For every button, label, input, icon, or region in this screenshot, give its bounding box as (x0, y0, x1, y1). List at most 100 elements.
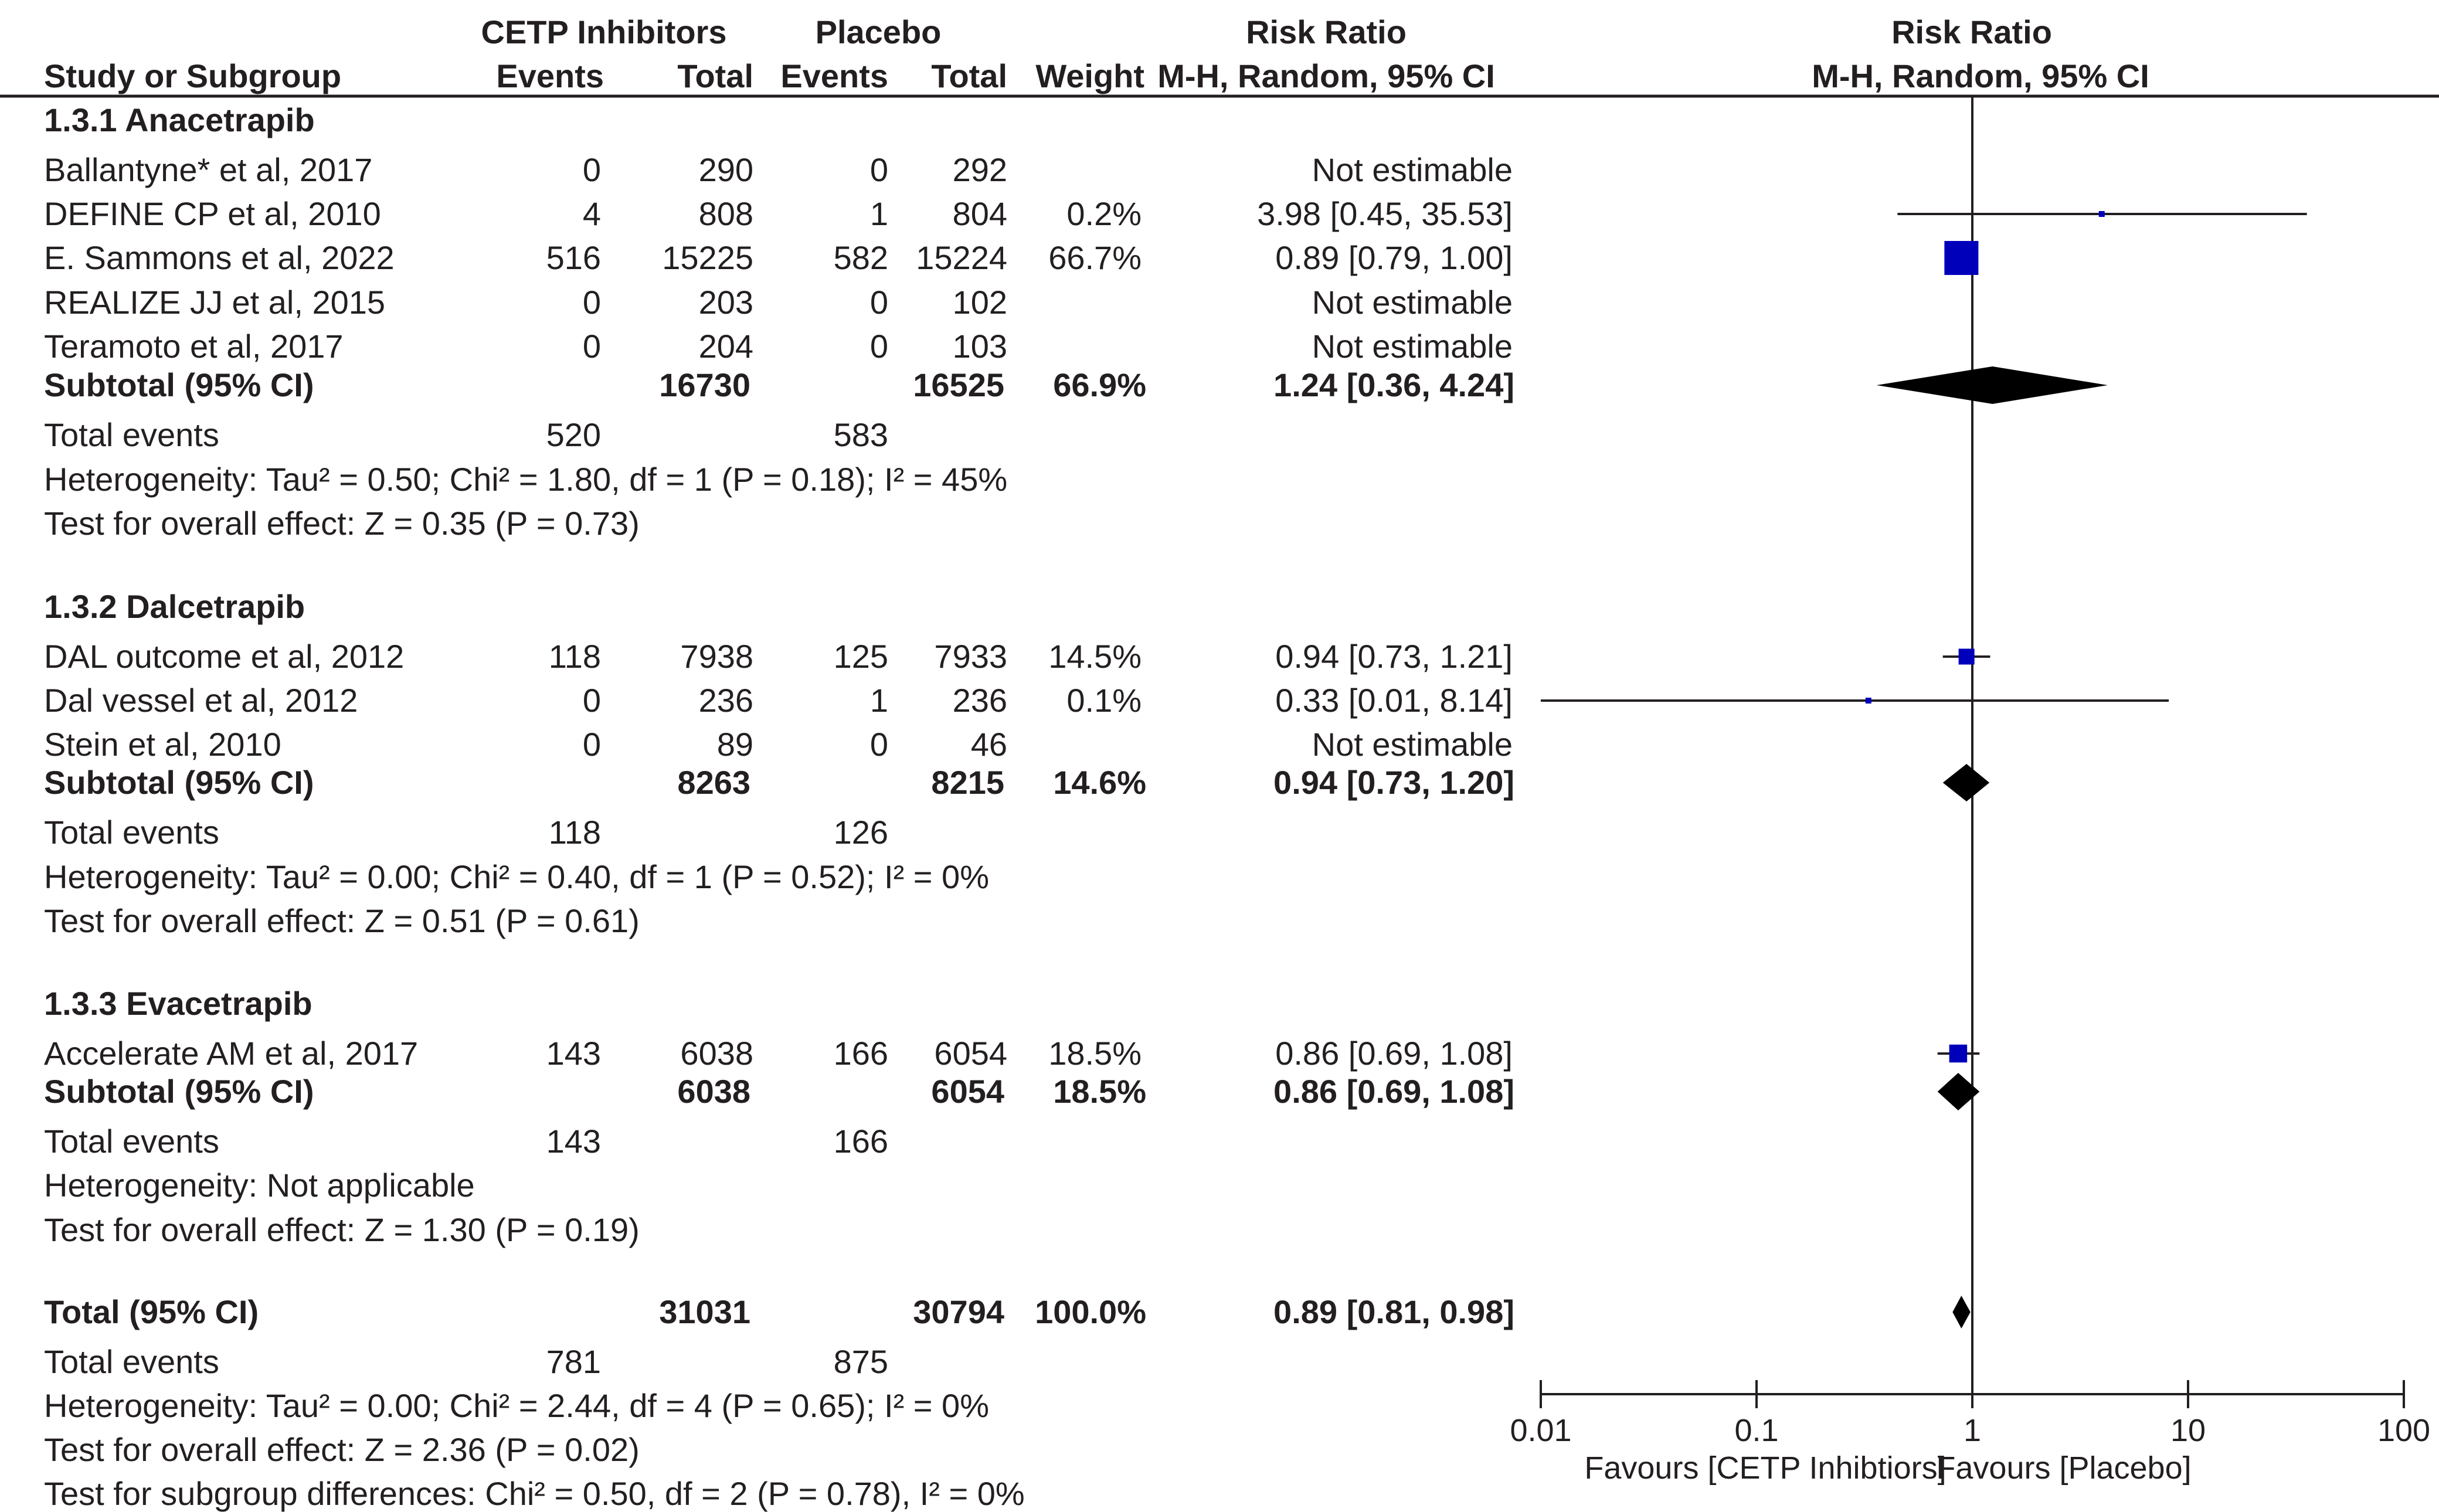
study-name: Stein et al, 2010 (44, 726, 281, 763)
study-column-header: Study or Subgroup (44, 57, 342, 94)
events1-column-header: Events (496, 57, 604, 94)
subtotal-diamond (1942, 764, 1990, 801)
total-events-label: Total events (44, 1343, 219, 1380)
method-column-header: M-H, Random, 95% CI (1157, 57, 1495, 94)
events2-column-header: Events (780, 57, 888, 94)
study-total2: 6054 (934, 1035, 1007, 1072)
subgroup-title: 1.3.2 Dalcetrapib (44, 588, 305, 625)
subtotal-diamond (1876, 366, 2108, 404)
total-events-group1: 118 (548, 814, 601, 851)
study-events2: 0 (869, 726, 888, 763)
study-name: Accelerate AM et al, 2017 (44, 1035, 419, 1072)
study-weight: 18.5% (1048, 1035, 1142, 1072)
study-name: E. Sammons et al, 2022 (44, 239, 395, 276)
study-point-estimate (1865, 698, 1871, 704)
total-events-group2: 166 (833, 1123, 888, 1160)
subtotal-label: Subtotal (95% CI) (44, 1073, 314, 1110)
x-axis-tick-label: 0.1 (1734, 1413, 1779, 1448)
subtotal-total1: 6038 (677, 1073, 750, 1110)
study-risk-ratio: Not estimable (1312, 284, 1513, 321)
study-risk-ratio: Not estimable (1312, 726, 1513, 763)
study-name: DEFINE CP et al, 2010 (44, 195, 381, 232)
study-events1: 143 (546, 1035, 601, 1072)
study-total1: 6038 (680, 1035, 753, 1072)
subtotal-total2: 16525 (913, 366, 1004, 403)
x-axis-tick-label: 1 (1963, 1413, 1982, 1448)
study-total1: 236 (698, 682, 753, 719)
study-weight: 0.1% (1066, 682, 1142, 719)
study-total2: 236 (952, 682, 1007, 719)
study-events2: 0 (869, 328, 888, 365)
plot-title: Risk Ratio (1891, 13, 2052, 50)
study-total1: 808 (698, 195, 753, 232)
total-events-label: Total events (44, 814, 219, 851)
subgroup-title: 1.3.3 Evacetrapib (44, 985, 312, 1022)
subgroup-differences-text: Test for subgroup differences: Chi² = 0.… (44, 1475, 1025, 1512)
overall-effect-text: Test for overall effect: Z = 0.51 (P = 0… (44, 902, 640, 939)
group1-header: CETP Inhibitors (481, 13, 727, 50)
total-weight: 100.0% (1035, 1293, 1146, 1330)
study-risk-ratio: Not estimable (1312, 151, 1513, 188)
total-events-group2: 126 (833, 814, 888, 851)
subtotal-total2: 6054 (931, 1073, 1004, 1110)
study-total2: 7933 (934, 638, 1007, 675)
study-events1: 0 (582, 682, 601, 719)
study-risk-ratio: 0.33 [0.01, 8.14] (1275, 682, 1513, 719)
total-total2: 30794 (913, 1293, 1004, 1330)
study-name: DAL outcome et al, 2012 (44, 638, 405, 675)
total-overall-effect-text: Test for overall effect: Z = 2.36 (P = 0… (44, 1431, 640, 1468)
total-events-group2: 875 (833, 1343, 888, 1380)
study-events1: 0 (582, 151, 601, 188)
heterogeneity-text: Heterogeneity: Tau² = 0.00; Chi² = 0.40,… (44, 858, 989, 895)
subgroup-title: 1.3.1 Anacetrapib (44, 101, 315, 138)
x-axis-tick-label: 100 (2377, 1413, 2431, 1448)
study-total1: 203 (698, 284, 753, 321)
study-events1: 118 (548, 638, 601, 675)
study-total2: 103 (952, 328, 1007, 365)
study-risk-ratio: 3.98 [0.45, 35.53] (1257, 195, 1513, 232)
study-name: Ballantyne* et al, 2017 (44, 151, 373, 188)
study-events1: 0 (582, 726, 601, 763)
study-events2: 0 (869, 284, 888, 321)
favours-left-label: Favours [CETP Inhibtiors] (1584, 1450, 1947, 1486)
study-risk-ratio: 0.89 [0.79, 1.00] (1275, 239, 1513, 276)
plot-method-header: M-H, Random, 95% CI (1812, 57, 2149, 94)
subtotal-label: Subtotal (95% CI) (44, 764, 314, 801)
total-label: Total (95% CI) (44, 1293, 259, 1330)
x-axis-tick-label: 10 (2170, 1413, 2206, 1448)
total-diamond (1952, 1296, 1971, 1328)
study-name: Dal vessel et al, 2012 (44, 682, 358, 719)
overall-effect-text: Test for overall effect: Z = 1.30 (P = 0… (44, 1211, 640, 1248)
study-point-estimate (1949, 1044, 1968, 1063)
subtotal-risk-ratio: 1.24 [0.36, 4.24] (1273, 366, 1514, 403)
study-total1: 290 (698, 151, 753, 188)
heterogeneity-text: Heterogeneity: Not applicable (44, 1167, 475, 1204)
study-events2: 0 (869, 151, 888, 188)
study-total1: 7938 (680, 638, 753, 675)
subtotal-diamond (1937, 1073, 1980, 1110)
weight-column-header: Weight (1035, 57, 1144, 94)
subtotal-weight: 66.9% (1053, 366, 1146, 403)
favours-right-label: Favours [Placebo] (1936, 1450, 2192, 1486)
subtotal-total1: 16730 (659, 366, 750, 403)
study-events1: 0 (582, 328, 601, 365)
study-total2: 292 (952, 151, 1007, 188)
study-events1: 0 (582, 284, 601, 321)
group2-header: Placebo (815, 13, 942, 50)
study-events2: 125 (833, 638, 888, 675)
total-events-group1: 781 (546, 1343, 601, 1380)
total-events-group1: 143 (546, 1123, 601, 1160)
study-risk-ratio: 0.94 [0.73, 1.21] (1275, 638, 1513, 675)
subtotal-total1: 8263 (677, 764, 750, 801)
total-heterogeneity-text: Heterogeneity: Tau² = 0.00; Chi² = 2.44,… (44, 1387, 989, 1424)
total1-column-header: Total (677, 57, 753, 94)
study-name: Teramoto et al, 2017 (44, 328, 344, 365)
study-events1: 4 (582, 195, 601, 232)
study-name: REALIZE JJ et al, 2015 (44, 284, 386, 321)
study-events1: 516 (546, 239, 601, 276)
total-events-group1: 520 (546, 416, 601, 453)
study-total1: 89 (716, 726, 753, 763)
total-events-label: Total events (44, 416, 219, 453)
subtotal-risk-ratio: 0.86 [0.69, 1.08] (1273, 1073, 1514, 1110)
